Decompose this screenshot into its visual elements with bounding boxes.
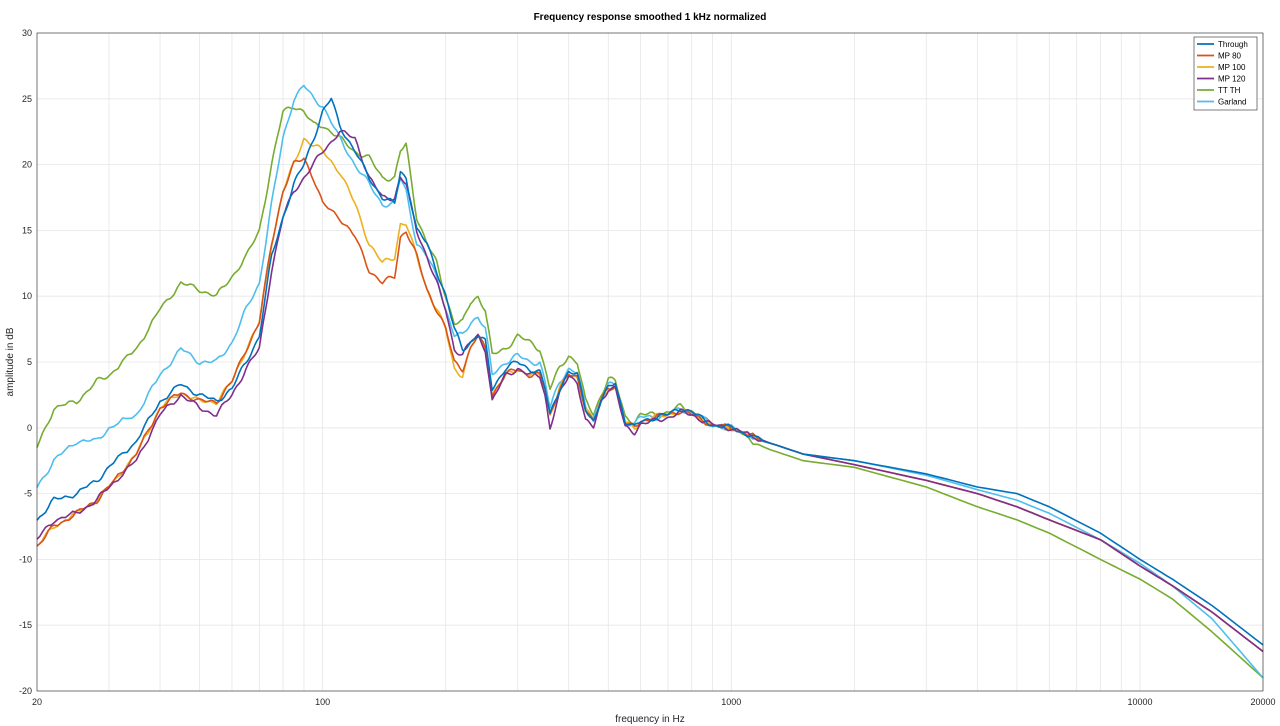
x-tick-label: 20000 [1250, 697, 1275, 707]
y-tick-label: -5 [24, 489, 32, 499]
x-tick-label: 10000 [1127, 697, 1152, 707]
plot-frame [36, 32, 1264, 692]
legend-label: Garland [1218, 98, 1246, 107]
legend: Through MP 80 MP 100 MP 120 TT TH Garland [1193, 36, 1258, 111]
x-tick-label: 1000 [721, 697, 741, 707]
y-tick-label: 30 [22, 28, 32, 38]
legend-box [1193, 36, 1258, 111]
y-axis-label: amplitude in dB [5, 327, 16, 396]
chart-title: Frequency response smoothed 1 kHz normal… [534, 12, 767, 23]
y-tick-label: -10 [19, 554, 32, 564]
y-tick-label: -20 [19, 686, 32, 696]
legend-label: MP 120 [1218, 75, 1246, 84]
legend-label: TT TH [1218, 86, 1241, 95]
legend-label: MP 80 [1218, 52, 1242, 61]
tick-labels: 20 100 1000 10000 20000 -20 -15 -10 -5 0 5 10 15 20 25… [19, 28, 1276, 707]
y-tick-label: 0 [27, 423, 32, 433]
y-tick-label: 5 [27, 357, 32, 367]
legend-label: MP 100 [1218, 63, 1246, 72]
x-tick-label: 20 [32, 697, 42, 707]
y-tick-label: 20 [22, 160, 32, 170]
y-tick-label: 25 [22, 94, 32, 104]
series-line-through [36, 97, 1264, 646]
grid [36, 32, 1264, 692]
x-tick-label: 100 [315, 697, 330, 707]
y-tick-label: -15 [19, 620, 32, 630]
x-axis-label: frequency in Hz [615, 714, 684, 725]
y-tick-label: 10 [22, 291, 32, 301]
y-tick-label: 15 [22, 225, 32, 235]
series-line-tt-th [36, 106, 1264, 679]
legend-label: Through [1218, 40, 1248, 49]
series-lines [36, 84, 1264, 679]
